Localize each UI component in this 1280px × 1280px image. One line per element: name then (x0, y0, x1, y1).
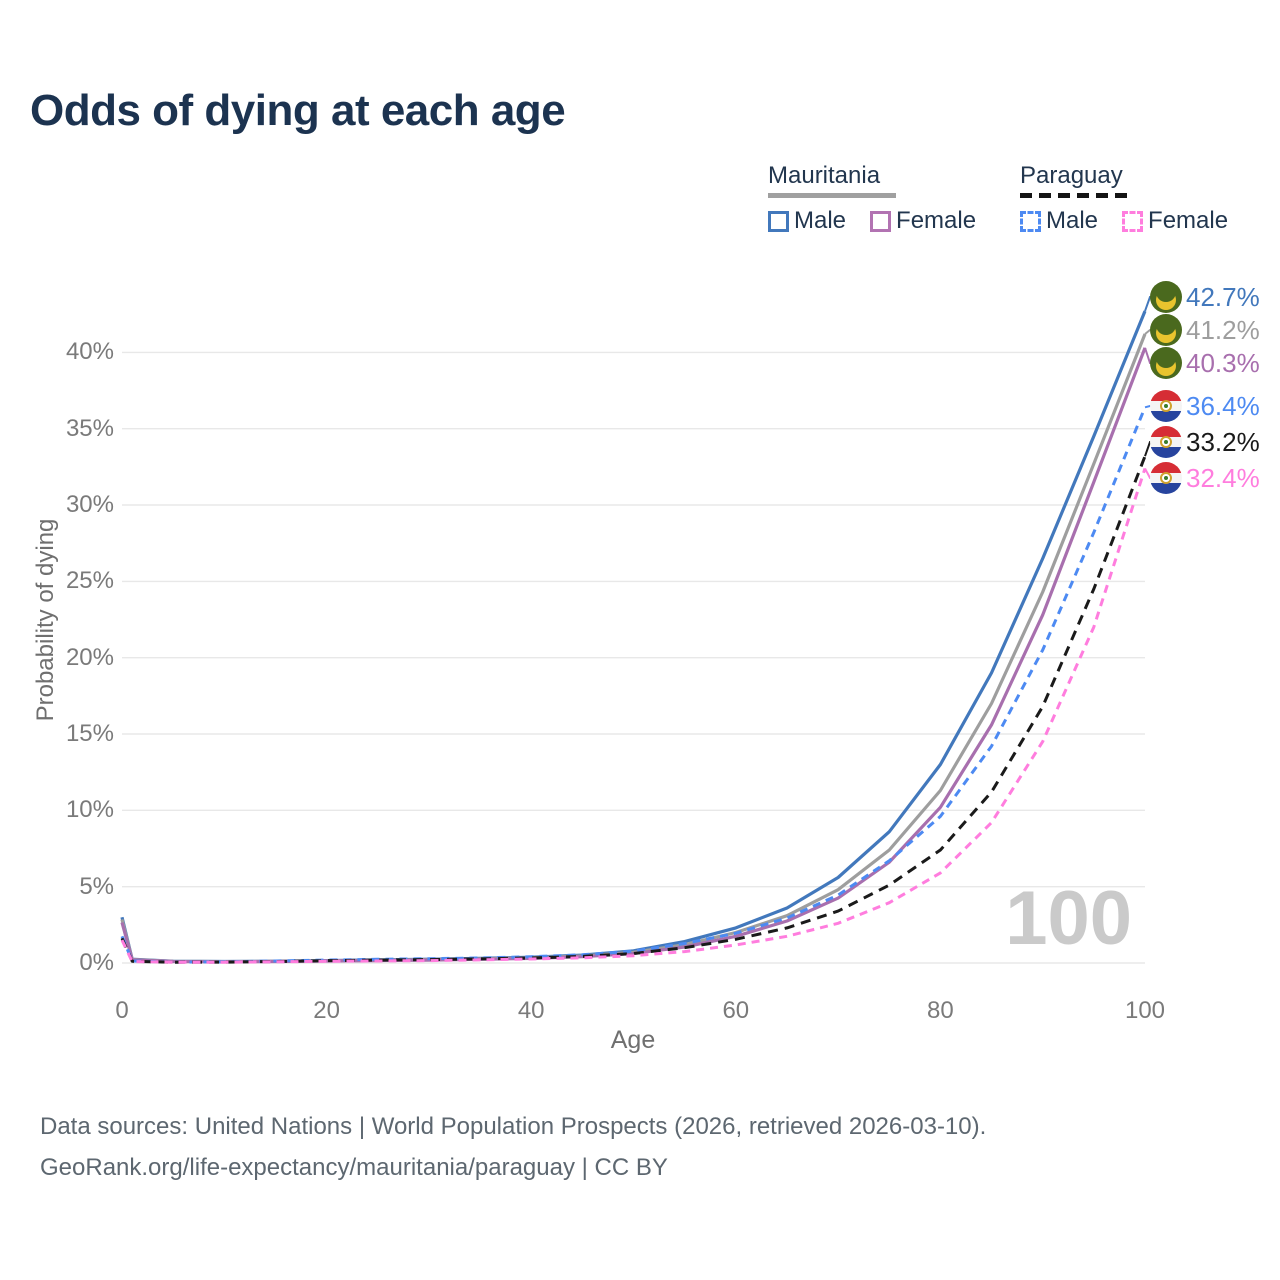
legend-title-mauritania: Mauritania (768, 162, 881, 189)
mauritania-male-swatch-icon (768, 210, 789, 232)
y-tick-35%: 35% (65, 414, 114, 442)
end-label-paraguay-both: 33.2% (1150, 425, 1260, 459)
x-tick-80: 80 (927, 997, 954, 1024)
footer-line-1: Data sources: United Nations | World Pop… (40, 1113, 987, 1140)
end-label-mauritania-male: 42.7% (1150, 280, 1260, 314)
end-label-paraguay-female: 32.4% (1150, 461, 1260, 495)
legend-title-paraguay: Paraguay (1020, 162, 1123, 189)
y-tick-15%: 15% (65, 720, 114, 747)
y-tick-30%: 30% (65, 491, 114, 519)
legend-item-mauritania-male[interactable]: Male (768, 207, 846, 235)
series-line-paraguay-female[interactable] (120, 467, 1147, 964)
legend-item-paraguay-female[interactable]: Female (1122, 207, 1228, 235)
data-source-footer: Data sources: United Nations | World Pop… (40, 1106, 986, 1188)
x-tick-0: 0 (115, 997, 129, 1024)
x-tick-60: 60 (722, 997, 750, 1024)
y-tick-5%: 5% (79, 872, 114, 900)
mauritania-flag-icon (1150, 347, 1182, 379)
y-tick-20%: 20% (65, 643, 114, 671)
legend-item-label: Female (1148, 207, 1229, 234)
legend-group-paraguay: Paraguay Male Female (1020, 162, 1252, 235)
end-label-value: 42.7% (1186, 281, 1260, 312)
page-title: Odds of dying at each age (30, 86, 566, 135)
legend-item-label: Male (1046, 207, 1099, 234)
paraguay-flag-icon (1150, 462, 1182, 494)
end-label-value: 40.3% (1186, 347, 1260, 378)
y-tick-25%: 25% (65, 567, 114, 595)
age-watermark: 100 (1005, 876, 1132, 961)
paraguay-female-swatch-icon (1122, 210, 1144, 232)
y-tick-0%: 0% (79, 949, 114, 976)
mauritania-female-swatch-icon (870, 210, 892, 232)
footer-line-2: GeoRank.org/life-expectancy/mauritania/p… (40, 1154, 668, 1181)
end-label-value: 33.2% (1186, 426, 1260, 457)
series-line-mauritania-male[interactable] (120, 310, 1147, 964)
end-label-mauritania-female: 40.3% (1150, 346, 1260, 380)
end-label-mauritania-both: 41.2% (1150, 313, 1260, 347)
series-line-paraguay-male[interactable] (120, 406, 1147, 964)
mauritania-flag-icon (1150, 281, 1182, 313)
y-axis-title: Probability of dying (32, 518, 59, 722)
x-tick-100: 100 (1124, 997, 1166, 1024)
legend-item-mauritania-female[interactable]: Female (870, 207, 976, 235)
paraguay-flag-icon (1150, 390, 1182, 422)
end-label-value: 36.4% (1186, 390, 1260, 421)
x-axis-title: Age (610, 1026, 656, 1054)
end-label-value: 41.2% (1186, 314, 1260, 345)
paraguay-dashed-line-sample (1020, 193, 1128, 198)
legend-item-paraguay-male[interactable]: Male (1020, 207, 1098, 235)
legend-item-label: Female (896, 207, 977, 234)
legend-item-label: Male (794, 207, 847, 234)
x-tick-20: 20 (313, 997, 340, 1024)
y-tick-40%: 40% (65, 338, 114, 366)
mauritania-solid-line-sample (768, 193, 896, 198)
x-tick-40: 40 (517, 997, 545, 1024)
y-tick-10%: 10% (65, 796, 114, 824)
paraguay-male-swatch-icon (1020, 210, 1041, 232)
series-line-mauritania-female[interactable] (120, 347, 1147, 964)
end-label-value: 32.4% (1186, 462, 1260, 493)
mauritania-flag-icon (1150, 314, 1182, 346)
legend-group-mauritania: Mauritania Male Female (768, 162, 1000, 235)
end-label-paraguay-male: 36.4% (1150, 389, 1260, 423)
paraguay-flag-icon (1150, 426, 1182, 458)
